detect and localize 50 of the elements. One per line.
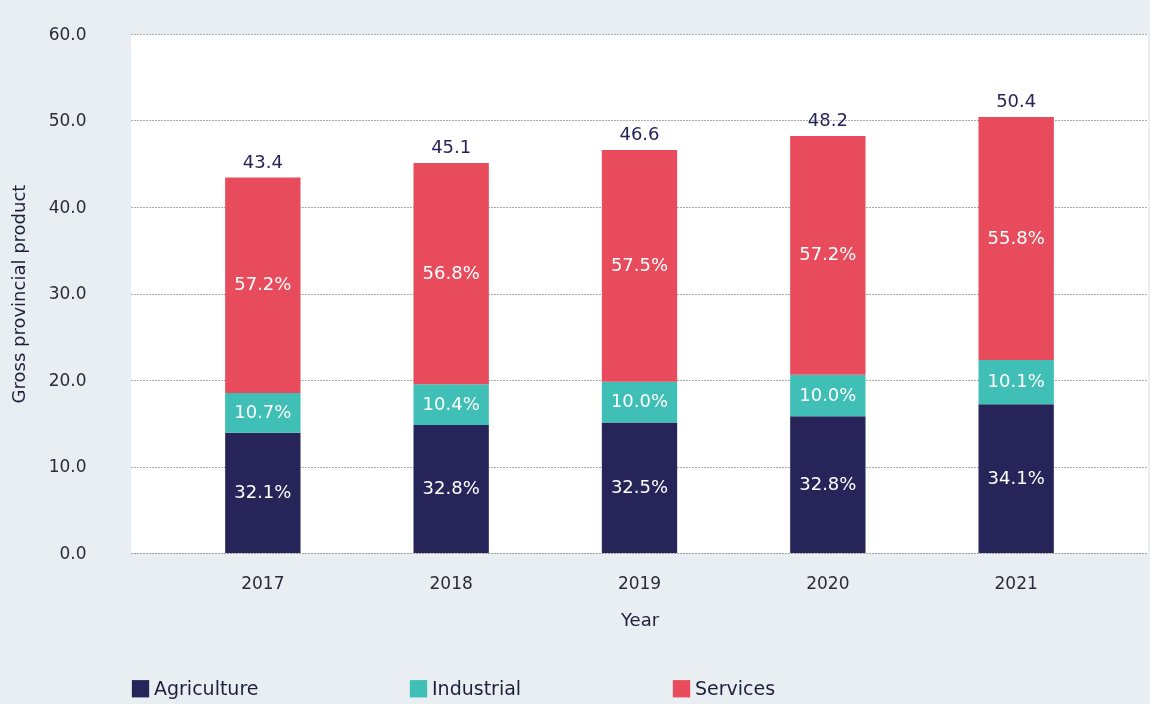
bar xyxy=(978,404,1054,553)
legend-label: Industrial xyxy=(432,676,522,699)
annotation: 57.2% xyxy=(799,243,857,265)
bar xyxy=(790,136,866,375)
annotation: 32.8% xyxy=(799,472,857,494)
annotation: 32.1% xyxy=(234,480,292,502)
x-tick-label: 2017 xyxy=(241,572,285,593)
annotation: 55.8% xyxy=(987,226,1045,248)
annotation: 10.7% xyxy=(234,400,292,422)
total-label: 45.1 xyxy=(431,135,472,157)
y-tick-label: 0.0 xyxy=(59,542,87,563)
total-label: 48.2 xyxy=(807,109,848,131)
bar xyxy=(978,360,1054,405)
x-tick-label: 2021 xyxy=(994,572,1038,593)
bar xyxy=(413,162,489,385)
bar xyxy=(225,177,301,393)
annotation: 10.0% xyxy=(610,390,669,412)
x-tick-label: 2020 xyxy=(806,572,850,593)
y-tick-label: 30.0 xyxy=(48,283,87,303)
annotation: 10.4% xyxy=(422,392,480,414)
y-tick-label: 50.0 xyxy=(48,110,87,130)
bar xyxy=(601,422,678,553)
bar xyxy=(978,117,1054,361)
bar xyxy=(790,416,866,553)
x-axis-title: Year xyxy=(619,608,660,630)
y-axis-title: Gross provincial product xyxy=(7,184,29,404)
total-label: 46.6 xyxy=(619,122,660,144)
annotation: 32.5% xyxy=(610,475,669,497)
annotation: 10.0% xyxy=(799,383,857,405)
total-label: 43.4 xyxy=(242,150,283,172)
bar xyxy=(413,384,489,425)
bar xyxy=(225,392,301,433)
total-label: 50.4 xyxy=(996,90,1037,112)
x-tick-label: 2019 xyxy=(617,572,662,593)
bar xyxy=(601,149,678,382)
y-tick-label: 40.0 xyxy=(48,196,87,217)
y-tick-label: 60.0 xyxy=(48,23,87,44)
annotation: 57.5% xyxy=(610,253,669,275)
legend-label: Agriculture xyxy=(154,676,259,699)
annotation: 56.8% xyxy=(422,261,480,283)
bar xyxy=(413,424,489,553)
annotation: 32.8% xyxy=(422,476,480,498)
annotation: 57.2% xyxy=(234,273,292,295)
annotation: 34.1% xyxy=(987,466,1045,488)
y-tick-label: 10.0 xyxy=(48,456,87,476)
y-tick-label: 20.0 xyxy=(48,369,87,390)
x-tick-label: 2018 xyxy=(429,572,473,593)
legend-label: Services xyxy=(695,676,776,699)
annotation: 10.1% xyxy=(987,370,1045,392)
bar xyxy=(225,432,301,553)
